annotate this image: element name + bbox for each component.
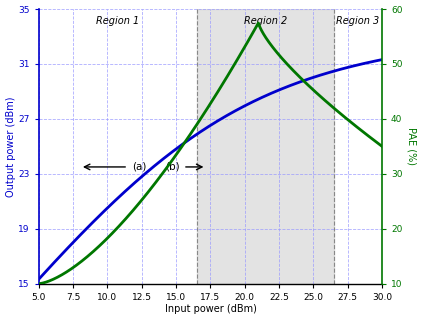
Text: Region 3: Region 3: [336, 16, 380, 26]
Text: Region 1: Region 1: [96, 16, 139, 26]
X-axis label: Input power (dBm): Input power (dBm): [165, 304, 257, 315]
Bar: [197, 9, 334, 284]
Y-axis label: Output power (dBm): Output power (dBm): [5, 96, 16, 196]
Y-axis label: PAE (%): PAE (%): [406, 127, 417, 165]
Text: (a): (a): [132, 162, 146, 172]
Text: (b): (b): [165, 162, 180, 172]
Text: Region 2: Region 2: [244, 16, 287, 26]
